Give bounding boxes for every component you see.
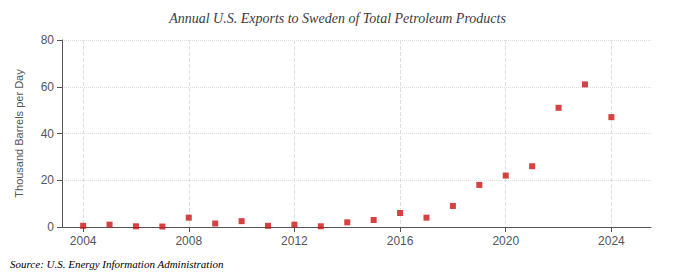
svg-text:Annual U.S. Exports to Sweden: Annual U.S. Exports to Sweden of Total P… xyxy=(168,11,506,26)
svg-text:2024: 2024 xyxy=(598,234,625,248)
svg-text:60: 60 xyxy=(41,80,55,94)
svg-text:0: 0 xyxy=(47,220,54,234)
svg-text:40: 40 xyxy=(41,127,55,141)
svg-text:2020: 2020 xyxy=(492,234,519,248)
svg-text:80: 80 xyxy=(41,33,55,47)
svg-text:2012: 2012 xyxy=(281,234,308,248)
svg-text:2008: 2008 xyxy=(175,234,202,248)
svg-text:2004: 2004 xyxy=(70,234,97,248)
svg-text:20: 20 xyxy=(41,173,55,187)
svg-text:2016: 2016 xyxy=(387,234,414,248)
svg-text:Thousand Barrels per Day: Thousand Barrels per Day xyxy=(13,69,25,198)
svg-text:Source: U.S. Energy Informatio: Source: U.S. Energy Information Administ… xyxy=(10,258,224,270)
